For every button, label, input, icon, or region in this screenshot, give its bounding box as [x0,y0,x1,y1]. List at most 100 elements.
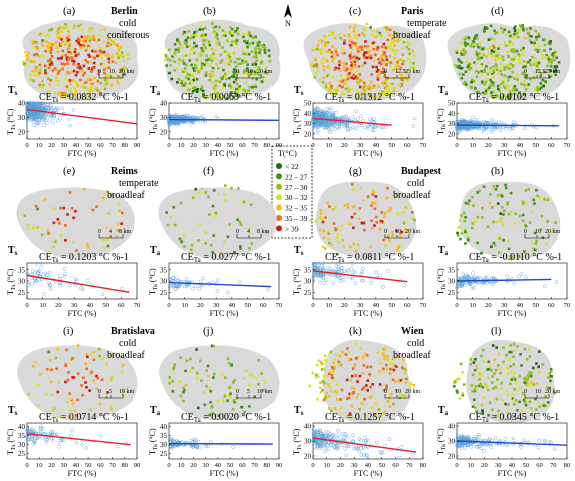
map-pixel [504,86,507,90]
city-map [163,19,281,102]
data-point [169,115,174,119]
map-pixel [522,60,526,63]
map-pixel [199,359,202,363]
map-pixel [208,73,212,77]
map-pixel [89,352,92,356]
x-tick-label: 50 [227,142,234,149]
map-pixel [92,379,95,383]
map-pixel [213,32,216,35]
map-pixel [315,373,318,376]
map-pixel [363,61,367,65]
map-pixel [370,219,373,223]
data-point [68,123,72,128]
map-pixel [511,42,515,45]
map-pixel [337,360,341,364]
map-pixel [380,90,384,93]
map-pixel [233,91,237,94]
map-pixel [334,66,337,70]
map-pixel [80,28,84,31]
map-pixel [380,71,383,74]
x-tick-label: 40 [87,302,94,309]
map-pixel [31,42,35,45]
map-pixel [74,87,77,91]
legend-label: > 39 [285,224,299,233]
map-pixel [390,47,393,51]
map-pixel [494,32,497,35]
y-label-unit: (°C) [436,268,445,284]
map-pixel [100,357,104,361]
map-pixel [127,57,130,60]
panel-label: (c) [349,5,362,17]
map-pixel [185,41,188,44]
map-pixel [548,75,551,79]
city-map [159,344,280,421]
data-point [357,122,361,127]
map-pixel [499,57,502,61]
map-pixel [355,396,359,400]
map-pixel [259,48,263,52]
map-pixel [369,385,372,389]
map-pixel [50,54,54,58]
map-pixel [481,47,484,51]
map-pixel [535,64,539,68]
ce-symbol: CE [181,252,194,263]
map-pixel [180,84,184,87]
map-pixel [205,58,208,62]
map-pixel [465,60,469,64]
map-pixel [384,46,387,49]
map-pixel [213,372,216,376]
map-pixel [468,66,472,70]
map-pixel [392,402,395,406]
map-pixel [41,39,44,42]
ce-value: = 0.0102 °C %-1 [489,92,559,103]
map-pixel [164,53,168,57]
map-pixel [333,36,337,40]
map-pixel [352,42,355,45]
map-pixel [512,87,516,91]
map-pixel [184,54,188,57]
city-name: Reims [111,166,138,177]
map-pixel [520,48,523,52]
map-pixel [407,42,411,46]
map-pixel [464,51,467,54]
map-pixel [540,86,543,89]
ce-value: = 0.0714 °C %-1 [58,412,128,423]
map-pixel [44,49,47,53]
map-pixel [535,88,539,91]
map-pixel [376,29,379,33]
data-point [37,105,42,110]
map-pixel [387,46,390,49]
x-tick-label: 0 [455,142,458,149]
map-pixel [332,377,335,381]
map-pixel [403,368,407,371]
map-pixel [82,85,86,89]
map-pixel [98,402,102,406]
x-tick-label: 80 [264,142,271,149]
map-pixel [520,82,523,86]
map-pixel [253,395,256,398]
map-pixel [84,86,88,90]
map-pixel [475,75,479,78]
map-pixel [258,51,261,54]
map-pixel [31,39,34,43]
data-point [172,113,177,118]
data-point [48,108,53,112]
ce-sub: Ta [482,96,490,104]
map-pixel [375,70,379,73]
map-pixel [244,60,248,63]
map-pixel [524,223,527,227]
map-pixel [355,59,359,62]
map-pixel [499,220,503,223]
map-pixel [357,217,361,221]
map-pixel [356,50,360,53]
map-pixel [201,39,204,42]
map-pixel [362,356,365,359]
map-pixel [81,84,84,88]
map-pixel [36,384,40,387]
city-outline [158,187,277,259]
map-pixel [524,87,528,91]
map-pixel [211,204,215,208]
